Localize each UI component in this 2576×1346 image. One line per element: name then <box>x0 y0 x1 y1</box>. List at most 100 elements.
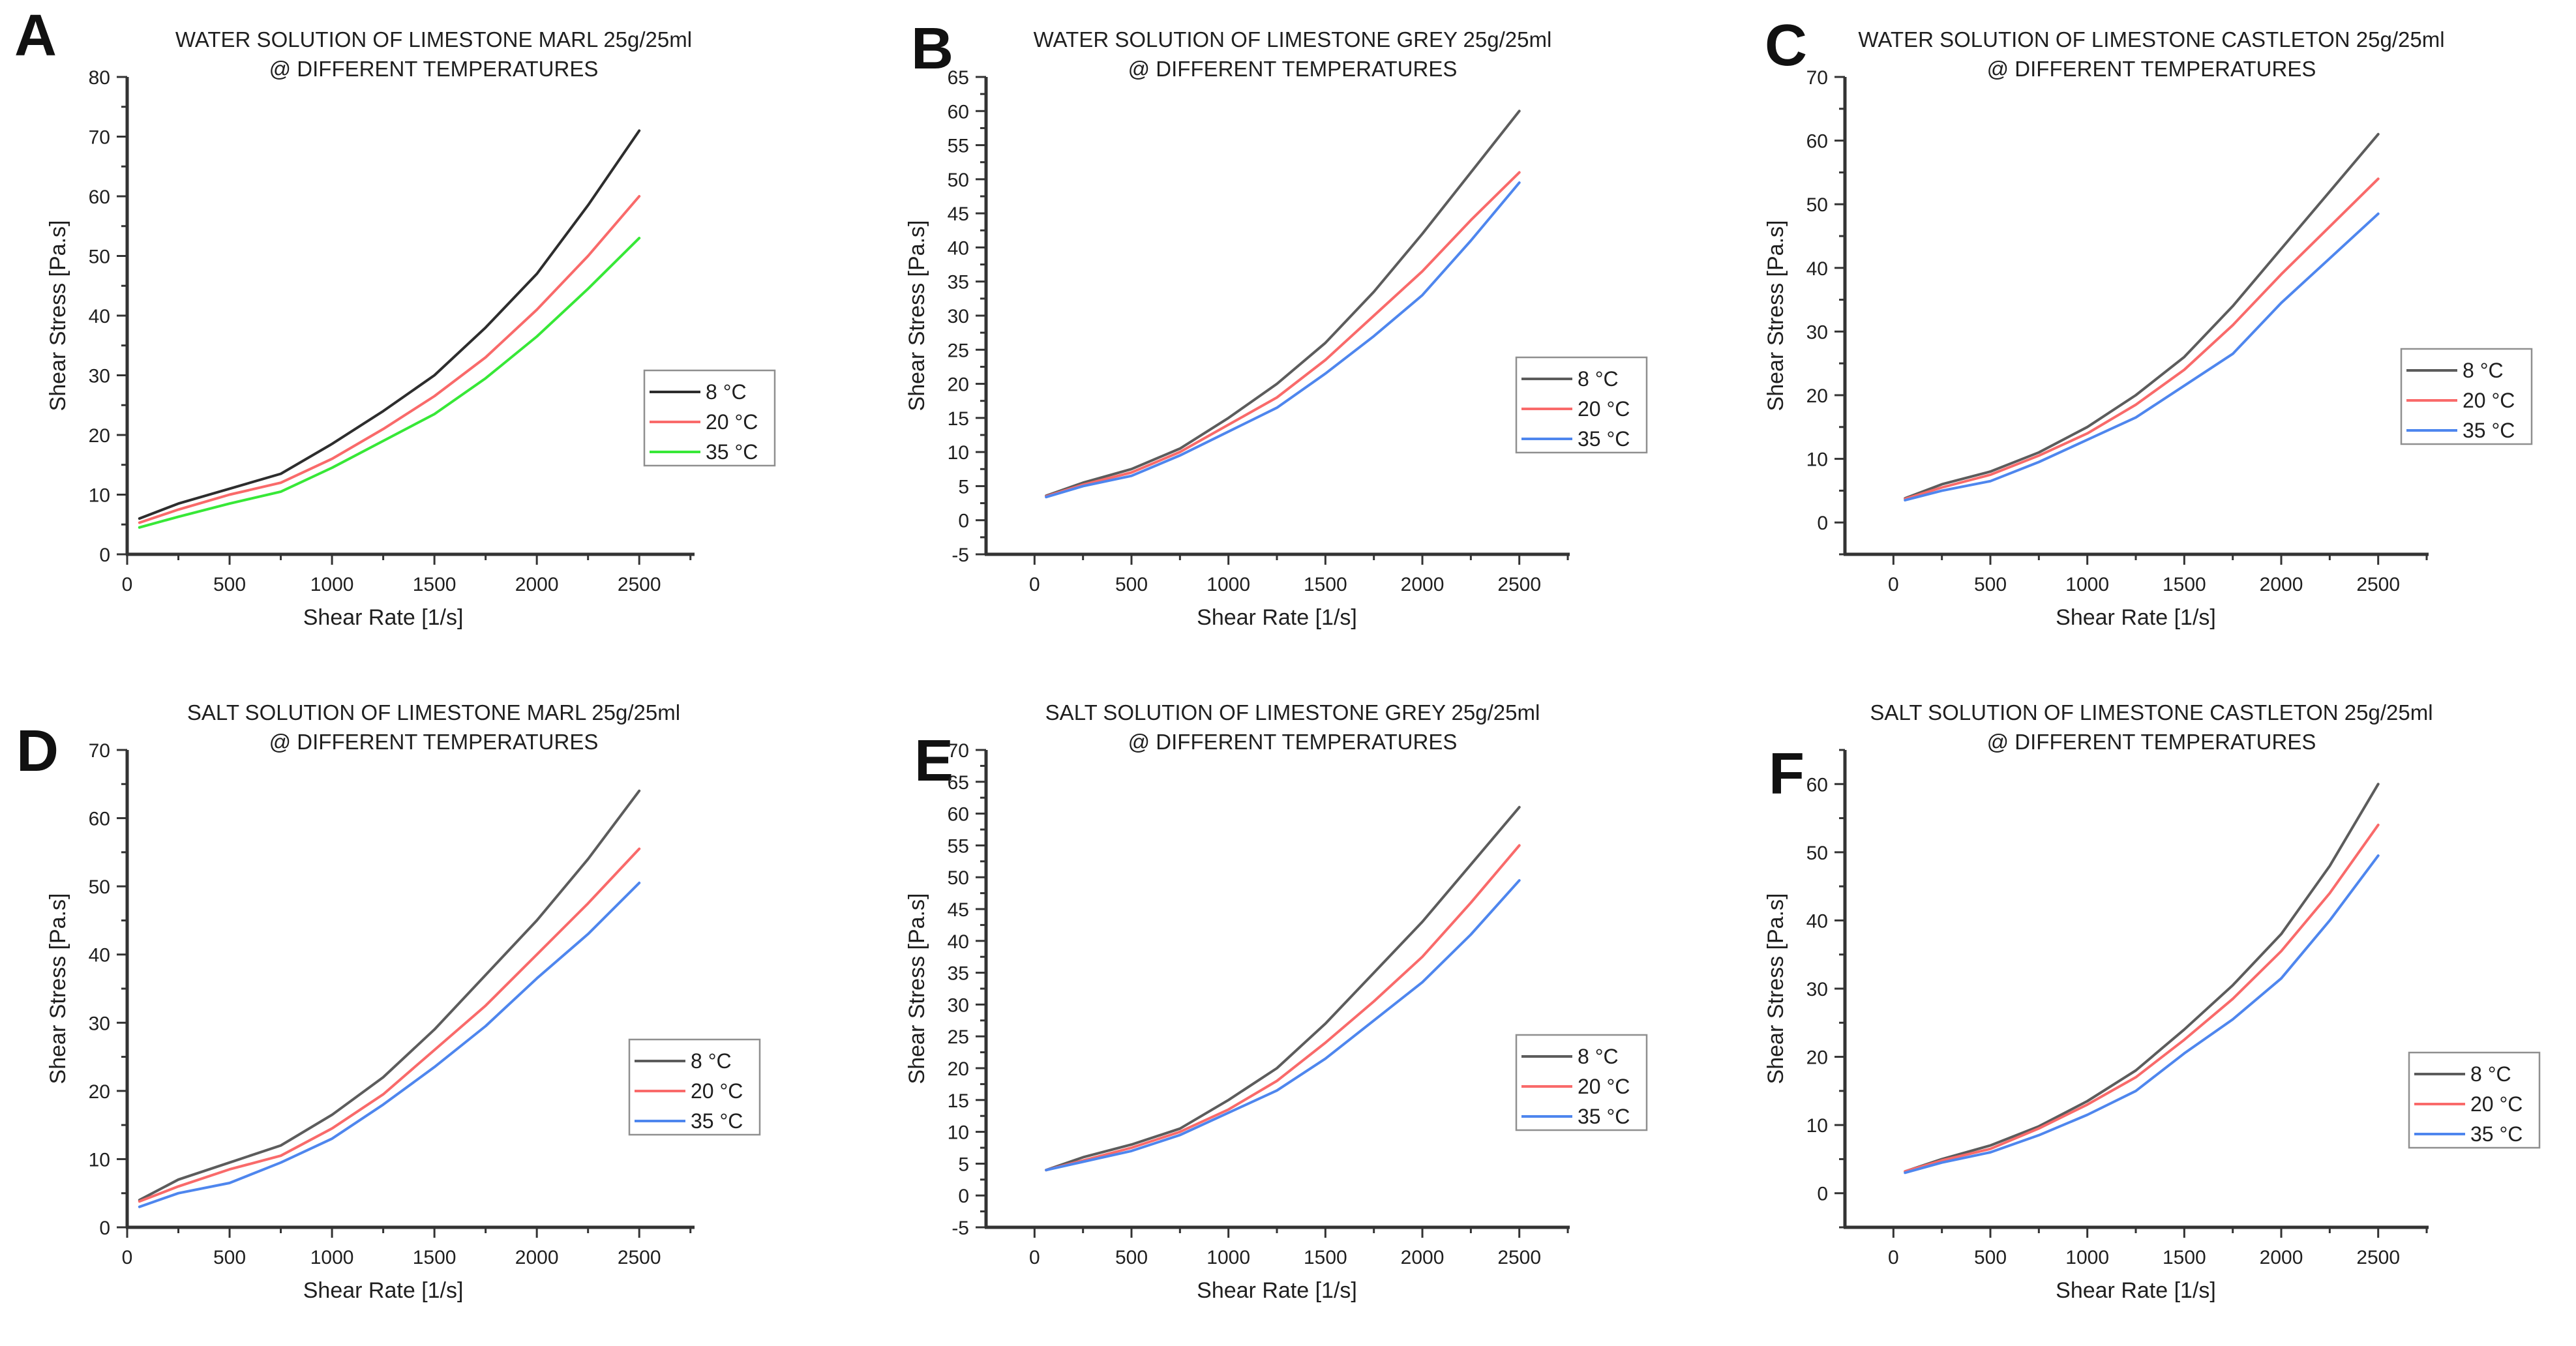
y-tick-label: 55 <box>948 136 969 157</box>
chart-svg-c: C WATER SOLUTION OF LIMESTONE CASTLETON 2… <box>1763 13 2533 630</box>
y-tick-label: 30 <box>948 995 969 1016</box>
x-tick-label: 2000 <box>2260 574 2303 595</box>
legend-label: 35 °C <box>1578 427 1630 451</box>
x-tick-label: 1000 <box>2065 1247 2109 1268</box>
legend-label: 35 °C <box>2470 1122 2523 1146</box>
y-tick-label: 20 <box>1806 385 1828 407</box>
y-tick-label: 40 <box>1806 258 1828 280</box>
chart-panel-f: F SALT SOLUTION OF LIMESTONE CASTLETON 25… <box>1718 673 2576 1346</box>
y-tick-label: 30 <box>948 306 969 327</box>
y-tick-label: 10 <box>948 1122 969 1144</box>
y-tick-label: 5 <box>958 1154 969 1175</box>
panel-letter: E <box>914 728 953 794</box>
x-axis-label: Shear Rate [1/s] <box>2056 1278 2216 1303</box>
y-tick-label: 30 <box>1806 322 1828 343</box>
legend-box <box>628 1038 761 1136</box>
chart-svg-b: B WATER SOLUTION OF LIMESTONE GREY 25g/25… <box>905 16 1648 630</box>
y-tick-label: 25 <box>948 340 969 361</box>
legend-label: 20 °C <box>2470 1092 2523 1116</box>
chart-svg-f: F SALT SOLUTION OF LIMESTONE CASTLETON 25… <box>1763 700 2541 1303</box>
x-tick-label: 1000 <box>310 574 354 595</box>
x-tick-label: 1500 <box>2163 574 2206 595</box>
y-axis-label: Shear Stress [Pa.s] <box>905 220 929 411</box>
chart-title: SALT SOLUTION OF LIMESTONE MARL 25g/25ml <box>187 700 680 725</box>
legend-label: 8 °C <box>2470 1062 2511 1086</box>
x-tick-label: 0 <box>1888 574 1899 595</box>
y-tick-label: 0 <box>1817 1184 1828 1205</box>
x-tick-label: 2500 <box>2356 574 2400 595</box>
y-tick-label: 50 <box>89 247 110 268</box>
x-tick-label: 1500 <box>1304 1247 1347 1268</box>
legend-label: 20 °C <box>706 410 758 434</box>
y-tick-label: 30 <box>89 1013 110 1034</box>
y-tick-label: 50 <box>948 170 969 191</box>
chart-panel-d: D SALT SOLUTION OF LIMESTONE MARL 25g/25m… <box>0 673 858 1346</box>
panel-letter: A <box>14 3 57 68</box>
y-axis-label: Shear Stress [Pa.s] <box>1763 893 1788 1084</box>
y-tick-label: 15 <box>948 1090 969 1112</box>
x-tick-label: 1000 <box>310 1247 354 1268</box>
x-tick-label: 1000 <box>1206 574 1250 595</box>
y-tick-label: 0 <box>958 1186 969 1207</box>
y-tick-label: 45 <box>948 203 969 225</box>
x-tick-label: 1500 <box>1304 574 1347 595</box>
y-tick-label: 55 <box>948 835 969 857</box>
legend-box <box>2400 348 2533 445</box>
y-tick-label: 80 <box>89 67 110 89</box>
series-line <box>1904 824 2380 1173</box>
legend-label: 8 °C <box>691 1049 732 1073</box>
x-tick-label: 2500 <box>618 1247 661 1268</box>
y-tick-label: 70 <box>89 740 110 762</box>
x-tick-label: 2500 <box>2356 1247 2400 1268</box>
legend-label: 20 °C <box>1578 397 1630 421</box>
y-tick-label: 40 <box>89 306 110 327</box>
y-tick-label: 50 <box>1806 194 1828 216</box>
x-tick-label: 2000 <box>515 574 559 595</box>
x-tick-label: 1000 <box>1206 1247 1250 1268</box>
series-line <box>1045 879 1521 1172</box>
x-tick-label: 500 <box>1974 574 2007 595</box>
x-tick-label: 0 <box>1029 574 1040 595</box>
x-tick-label: 2000 <box>515 1247 559 1268</box>
y-tick-label: 60 <box>1806 131 1828 153</box>
chart-subtitle: @ DIFFERENT TEMPERATURES <box>269 57 599 81</box>
y-tick-label: 20 <box>948 1058 969 1080</box>
x-tick-label: 2000 <box>1401 1247 1445 1268</box>
legend-label: 20 °C <box>691 1079 743 1103</box>
series-line <box>1904 132 2380 500</box>
y-tick-label: 50 <box>948 867 969 889</box>
x-tick-label: 1000 <box>2065 574 2109 595</box>
chart-svg-a: A WATER SOLUTION OF LIMESTONE MARL 25g/25… <box>14 3 776 630</box>
y-tick-label: 20 <box>948 374 969 396</box>
y-tick-label: 60 <box>948 101 969 123</box>
series-line <box>138 195 641 524</box>
x-tick-label: 2500 <box>1497 574 1541 595</box>
chart-title: WATER SOLUTION OF LIMESTONE GREY 25g/25m… <box>1034 27 1552 52</box>
panel-letter: B <box>911 16 953 82</box>
y-tick-label: 60 <box>89 187 110 208</box>
legend-label: 35 °C <box>1578 1105 1630 1128</box>
y-tick-label: 50 <box>89 876 110 898</box>
x-tick-label: 500 <box>1115 1247 1148 1268</box>
chart-subtitle: @ DIFFERENT TEMPERATURES <box>1128 57 1458 81</box>
y-axis-label: Shear Stress [Pa.s] <box>46 220 70 411</box>
series-line <box>138 881 641 1208</box>
y-tick-label: 50 <box>1806 843 1828 864</box>
chart-svg-e: E SALT SOLUTION OF LIMESTONE GREY 25g/25m… <box>905 700 1648 1303</box>
x-tick-label: 500 <box>1974 1247 2007 1268</box>
series-line <box>1904 854 2380 1174</box>
x-axis-label: Shear Rate [1/s] <box>303 1278 464 1303</box>
series-line <box>138 237 641 529</box>
legend-label: 35 °C <box>691 1109 743 1133</box>
chart-subtitle: @ DIFFERENT TEMPERATURES <box>1987 57 2316 81</box>
chart-panel-c: C WATER SOLUTION OF LIMESTONE CASTLETON 2… <box>1718 0 2576 673</box>
y-tick-label: 10 <box>89 485 110 507</box>
chart-title: SALT SOLUTION OF LIMESTONE GREY 25g/25ml <box>1045 700 1540 725</box>
chart-panel-b: B WATER SOLUTION OF LIMESTONE GREY 25g/25… <box>859 0 1717 673</box>
legend-box <box>1515 1034 1648 1131</box>
x-tick-label: 500 <box>213 574 246 595</box>
series-line <box>1045 181 1521 499</box>
x-tick-label: 500 <box>1115 574 1148 595</box>
series-line <box>1045 110 1521 498</box>
